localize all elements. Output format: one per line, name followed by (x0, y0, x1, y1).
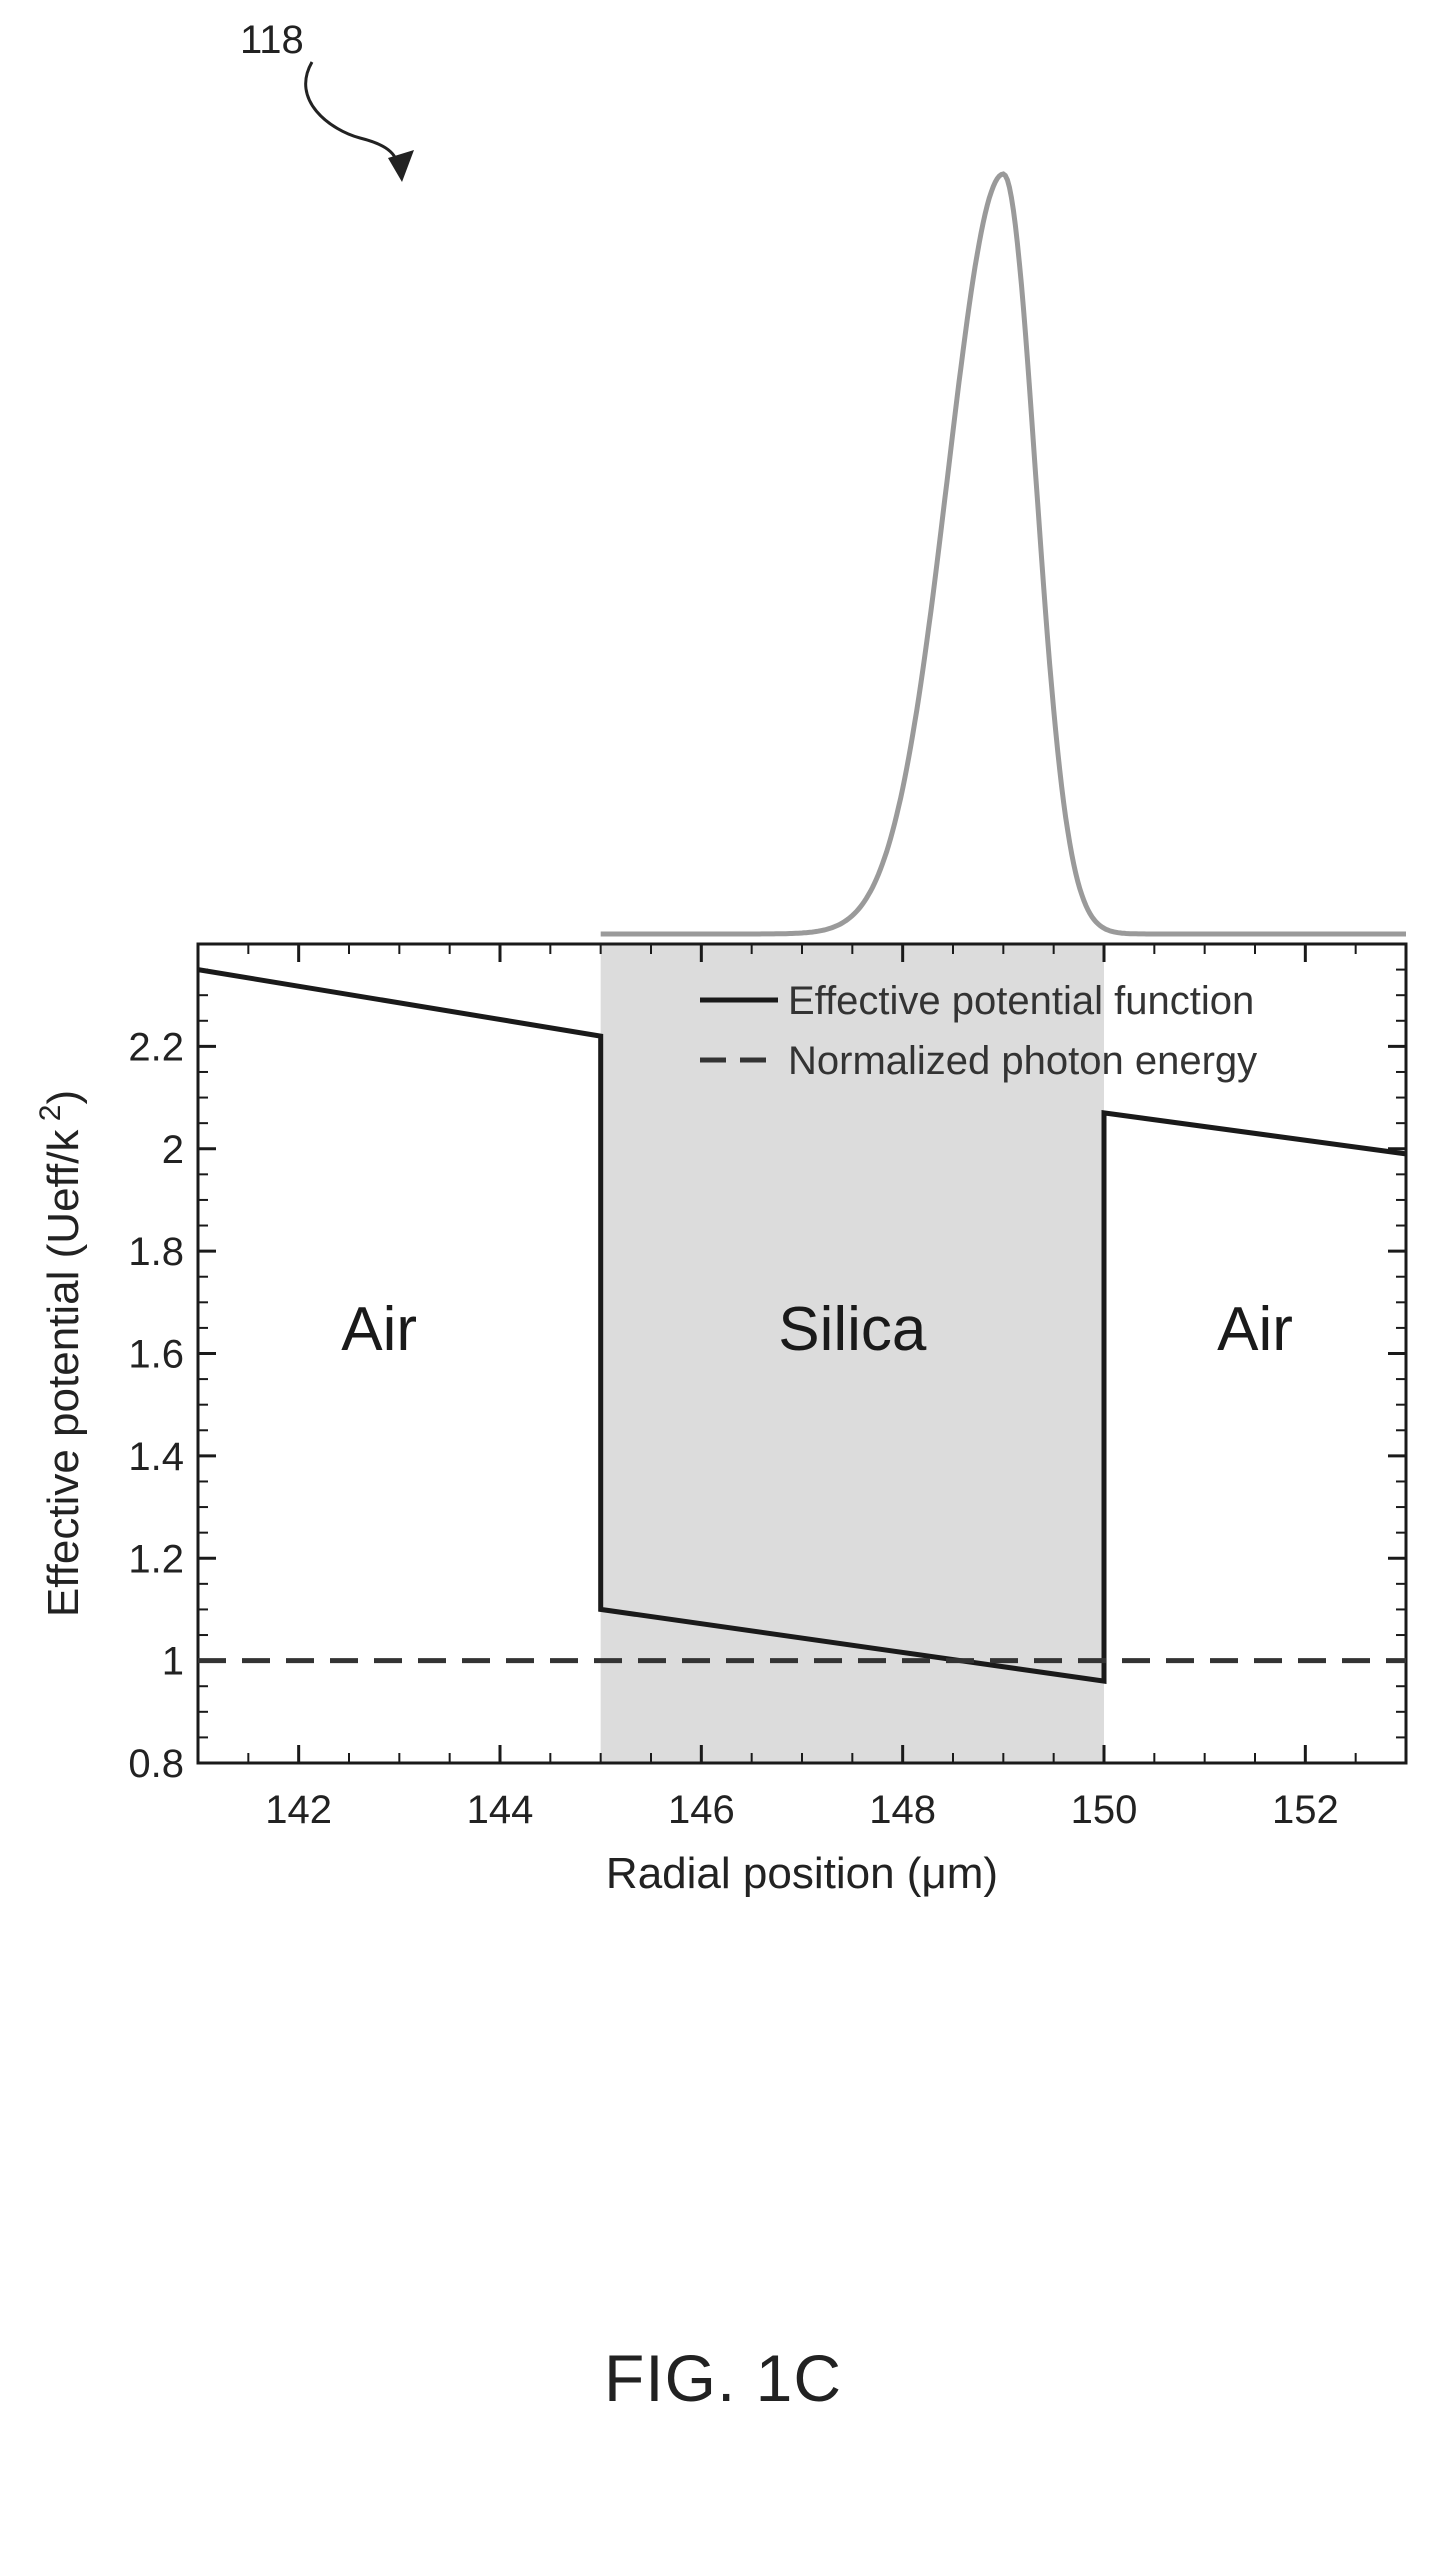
reference-arrowhead (388, 150, 414, 182)
legend-label: Effective potential function (788, 979, 1254, 1023)
silica-region-shading (600, 944, 1104, 1763)
x-tick-label: 150 (1071, 1788, 1138, 1832)
mode-profile-curve (600, 171, 1406, 937)
reference-arrow (304, 61, 400, 166)
region-label: Air (341, 1295, 417, 1364)
region-label: Silica (778, 1295, 927, 1364)
y-tick-label: 1.2 (128, 1537, 184, 1581)
x-tick-label: 152 (1272, 1788, 1339, 1832)
x-tick-label: 146 (668, 1788, 735, 1832)
y-axis-label: Effective potential (Ueff/k 2) (34, 1090, 88, 1617)
y-tick-label: 1.6 (128, 1333, 184, 1377)
x-axis-label: Radial position (μm) (606, 1849, 998, 1898)
y-axis-label-superscript: 2 (34, 1105, 67, 1130)
x-tick-label: 142 (265, 1788, 332, 1832)
x-tick-label: 144 (467, 1788, 534, 1832)
y-tick-label: 1.8 (128, 1230, 184, 1274)
y-tick-label: 1 (162, 1640, 184, 1684)
reference-numeral: 118 (240, 18, 304, 62)
y-axis-label-close: ) (39, 1090, 88, 1105)
legend-label: Normalized photon energy (788, 1039, 1257, 1083)
y-tick-label: 2.2 (128, 1025, 184, 1069)
effective-potential-line (197, 967, 1407, 1684)
y-tick-label: 1.4 (128, 1435, 184, 1479)
x-tick-label: 148 (869, 1788, 936, 1832)
y-tick-label: 2 (162, 1128, 184, 1172)
figure-caption: FIG. 1C (603, 2341, 843, 2415)
chart: 142 144 146 148 150 152 0.8 1 1.2 1.4 1.6 1.8 2 2.2 Ai… (34, 171, 1408, 1898)
y-axis-label-main: Effective potential (Ueff/k (39, 1129, 88, 1618)
region-label: Air (1217, 1295, 1293, 1364)
y-tick-label: 0.8 (128, 1742, 184, 1786)
